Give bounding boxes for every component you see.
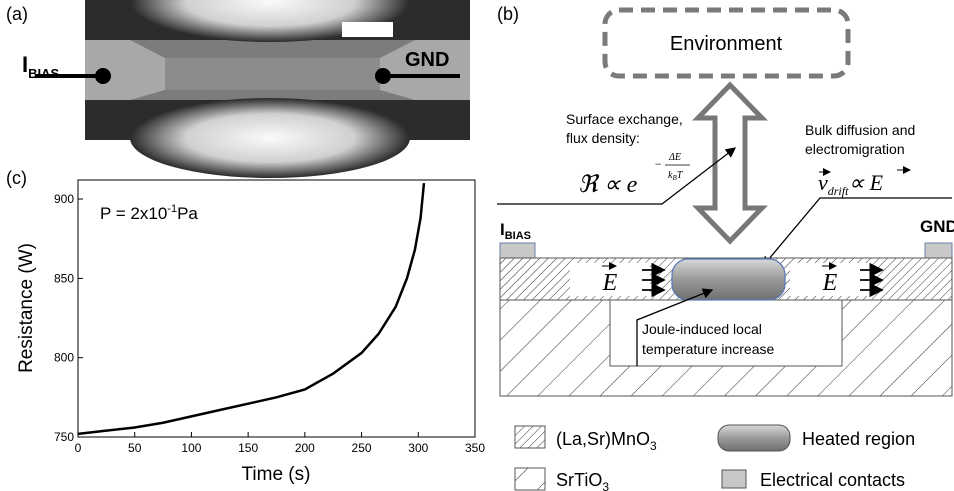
pointer-line xyxy=(762,197,952,267)
field-label: E xyxy=(602,270,618,296)
legend-label: SrTiO3 xyxy=(556,470,609,491)
bias-i: I xyxy=(500,220,505,239)
x-tick-label: 350 xyxy=(465,441,485,455)
data-line xyxy=(77,183,426,436)
legend-sub: 3 xyxy=(650,439,657,453)
x-tick-label: 0 xyxy=(75,441,82,455)
x-tick-label: 200 xyxy=(295,441,315,455)
bias-sub: BIAS xyxy=(28,66,59,81)
exchange-formula: ℜ ∝ e xyxy=(578,172,638,198)
gnd-label: GND xyxy=(405,49,449,71)
bias-label: IBIAS xyxy=(500,220,531,242)
y-tick-label: 800 xyxy=(54,351,74,365)
panel-label: (c) xyxy=(6,168,27,188)
environment-box xyxy=(602,7,851,79)
formula-part: B xyxy=(672,174,677,182)
legend-label: Heated region xyxy=(802,429,915,449)
field-arrows xyxy=(860,262,884,298)
bulk-text: Bulk diffusion and xyxy=(805,122,915,138)
x-tick-label: 100 xyxy=(181,441,201,455)
field-label: E xyxy=(822,270,838,296)
joule-text: temperature increase xyxy=(642,341,775,357)
formula-part: drift xyxy=(828,184,849,198)
gnd-label: GND xyxy=(920,217,954,236)
legend-swatch xyxy=(721,469,747,489)
legend-label: (La,Sr)MnO3 xyxy=(556,429,657,453)
y-tick-label: 850 xyxy=(54,271,74,285)
formula-part: ℜ ∝ e xyxy=(578,172,638,198)
x-tick-label: 150 xyxy=(238,441,258,455)
y-tick-label: 900 xyxy=(54,192,74,206)
formula-part: ∝ E xyxy=(848,170,883,195)
joule-text: Joule-induced local xyxy=(642,321,762,337)
environment-label: Environment xyxy=(670,33,783,55)
y-axis-label: Resistance (W) xyxy=(16,243,37,373)
bias-i: I xyxy=(22,52,28,77)
formula-part: T xyxy=(677,170,684,181)
heated-zone xyxy=(609,299,843,367)
x-tick-label: 300 xyxy=(408,441,428,455)
y-tick-label: 750 xyxy=(54,430,74,444)
contact xyxy=(924,242,953,259)
exchange-arrow xyxy=(692,81,768,245)
annotation-unit: Pa xyxy=(177,204,198,223)
legend-swatch xyxy=(514,425,546,449)
x-tick-label: 250 xyxy=(352,441,372,455)
surface-text: flux density: xyxy=(566,130,640,146)
formula-part: k xyxy=(668,170,673,181)
contact xyxy=(499,242,536,259)
pointer-line xyxy=(497,147,737,205)
annotation-text: P = 2x10 xyxy=(100,204,167,223)
formula-part: ΔE xyxy=(668,152,681,163)
micrograph xyxy=(85,0,470,178)
pointer-line xyxy=(636,288,714,366)
contact-dot xyxy=(95,68,111,84)
surface-text: Surface exchange, xyxy=(566,111,683,127)
plot-frame xyxy=(77,179,476,438)
x-axis-label: Time (s) xyxy=(242,464,311,485)
x-tick-label: 50 xyxy=(128,441,142,455)
annotation: P = 2x10-1Pa xyxy=(100,203,198,223)
bulk-text: electromigration xyxy=(805,141,905,157)
panel-label: (b) xyxy=(497,4,519,24)
legend-swatch xyxy=(514,467,546,491)
formula-part: v xyxy=(818,170,828,195)
legend-text: SrTiO xyxy=(556,470,602,490)
legend-swatch xyxy=(717,424,791,452)
legend-text: (La,Sr)MnO xyxy=(556,429,650,449)
drift-formula: vdrift∝ E xyxy=(818,170,884,198)
bias-sub: BIAS xyxy=(505,230,531,242)
contact-dot xyxy=(375,68,391,84)
heated-region xyxy=(671,258,786,301)
annotation-sup: -1 xyxy=(167,203,177,215)
formula-part: kBT xyxy=(668,170,684,182)
panel-label: (a) xyxy=(6,4,28,24)
legend-sub: 3 xyxy=(602,480,609,491)
legend-label: Electrical contacts xyxy=(760,470,905,490)
field-arrows xyxy=(642,262,666,298)
formula-part: − xyxy=(654,157,662,171)
